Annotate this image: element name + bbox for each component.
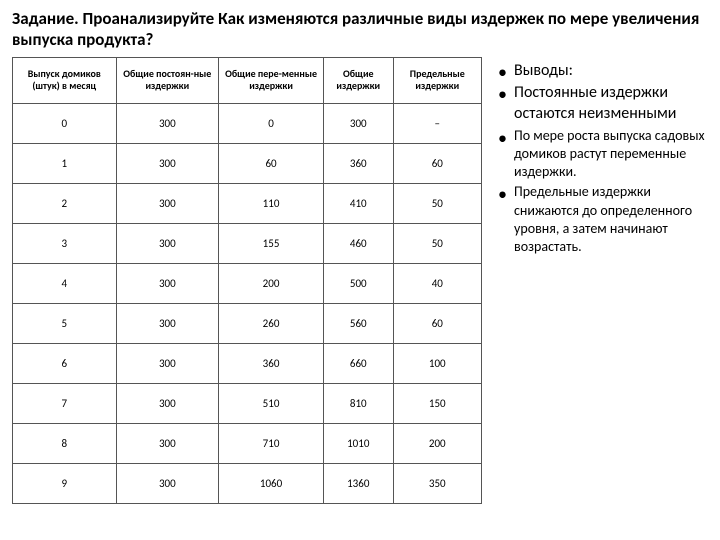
bullet-item: Выводы: — [496, 61, 708, 82]
table-cell: 350 — [393, 463, 481, 503]
table-cell: 300 — [116, 103, 219, 143]
table-cell: 5 — [13, 303, 117, 343]
table-header-row: Выпуск домиков (штук) в месяц Общие пост… — [13, 57, 482, 103]
col-marginal-costs: Предельные издержки — [393, 57, 481, 103]
page-title: Задание. Проанализируйте Как изменяются … — [12, 8, 708, 51]
table-cell: 40 — [393, 263, 481, 303]
table-cell: 8 — [13, 423, 117, 463]
table-cell: 0 — [13, 103, 117, 143]
table-row: 330015546050 — [13, 223, 482, 263]
table-cell: 260 — [219, 303, 324, 343]
bullet-item: По мере роста выпуска садовых домиков ра… — [496, 127, 708, 182]
table-cell: 500 — [323, 263, 393, 303]
table-cell: 300 — [116, 263, 219, 303]
content-area: Выпуск домиков (штук) в месяц Общие пост… — [12, 57, 708, 504]
table-cell: 3 — [13, 223, 117, 263]
table-cell: 300 — [116, 143, 219, 183]
table-row: 230011041050 — [13, 183, 482, 223]
table-row: 03000300– — [13, 103, 482, 143]
table-cell: 100 — [393, 343, 481, 383]
col-total-costs: Общие издержки — [323, 57, 393, 103]
table-cell: 155 — [219, 223, 324, 263]
table-cell: 1060 — [219, 463, 324, 503]
table-cell: 200 — [393, 423, 481, 463]
bullet-item: Постоянные издержки остаются неизменными — [496, 83, 708, 125]
table-row: 6300360660100 — [13, 343, 482, 383]
table-row: 930010601360350 — [13, 463, 482, 503]
table-row: 13006036060 — [13, 143, 482, 183]
bullet-item: Предельные издержки снижаются до определ… — [496, 183, 708, 256]
table-cell: 560 — [323, 303, 393, 343]
table-cell: 150 — [393, 383, 481, 423]
table-cell: 300 — [116, 183, 219, 223]
table-cell: 2 — [13, 183, 117, 223]
table-cell: 50 — [393, 223, 481, 263]
table-cell: 1010 — [323, 423, 393, 463]
table-cell: 300 — [116, 383, 219, 423]
table-cell: 1360 — [323, 463, 393, 503]
table-cell: 60 — [219, 143, 324, 183]
table-row: 7300510810150 — [13, 383, 482, 423]
table-cell: 6 — [13, 343, 117, 383]
table-cell: 660 — [323, 343, 393, 383]
table-cell: 300 — [116, 423, 219, 463]
conclusions: Выводы:Постоянные издержки остаются неиз… — [490, 57, 708, 504]
table-cell: 300 — [116, 223, 219, 263]
table-cell: 300 — [116, 343, 219, 383]
table-cell: 360 — [219, 343, 324, 383]
table-cell: 0 — [219, 103, 324, 143]
table-row: 530026056060 — [13, 303, 482, 343]
costs-table: Выпуск домиков (штук) в месяц Общие пост… — [12, 57, 482, 504]
table-cell: 200 — [219, 263, 324, 303]
col-fixed-costs: Общие постоян-ные издержки — [116, 57, 219, 103]
table-cell: 50 — [393, 183, 481, 223]
table-cell: 300 — [323, 103, 393, 143]
table-cell: 9 — [13, 463, 117, 503]
table-cell: 60 — [393, 143, 481, 183]
col-variable-costs: Общие пере-менные издержки — [219, 57, 324, 103]
table-cell: 710 — [219, 423, 324, 463]
table-cell: 410 — [323, 183, 393, 223]
table-row: 83007101010200 — [13, 423, 482, 463]
table-cell: 460 — [323, 223, 393, 263]
table-cell: 300 — [116, 463, 219, 503]
table-row: 430020050040 — [13, 263, 482, 303]
bullet-list: Выводы:Постоянные издержки остаются неиз… — [496, 61, 708, 257]
table-cell: 1 — [13, 143, 117, 183]
table-container: Выпуск домиков (штук) в месяц Общие пост… — [12, 57, 482, 504]
table-cell: – — [393, 103, 481, 143]
table-cell: 4 — [13, 263, 117, 303]
table-cell: 300 — [116, 303, 219, 343]
table-body: 03000300–1300603606023001104105033001554… — [13, 103, 482, 503]
table-cell: 60 — [393, 303, 481, 343]
table-cell: 7 — [13, 383, 117, 423]
table-cell: 810 — [323, 383, 393, 423]
table-cell: 360 — [323, 143, 393, 183]
col-output: Выпуск домиков (штук) в месяц — [13, 57, 117, 103]
table-cell: 110 — [219, 183, 324, 223]
table-cell: 510 — [219, 383, 324, 423]
